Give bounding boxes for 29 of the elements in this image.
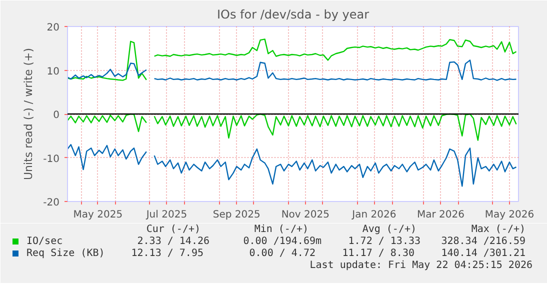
text: 11.17 / 8.30 [342, 248, 414, 259]
chart-title: IOs for /dev/sda - by year [216, 8, 370, 22]
y-tick-label: 20 [46, 22, 60, 34]
x-tick-label: Nov 2025 [281, 210, 330, 220]
text: 328.34 /216.59 [441, 236, 526, 247]
legend-label: IO/sec [26, 236, 63, 247]
legend-label: Req Size (KB) [26, 248, 105, 259]
text: 12.13 / 7.95 [131, 248, 204, 259]
text: 0.00 /194.69m [243, 236, 322, 247]
x-tick-label: May 2025 [73, 210, 123, 220]
text: Last update: Fri May 22 04:25:15 2026 [310, 260, 533, 271]
y-tick-label: 0 [53, 110, 60, 121]
text: 0.00 / 4.72 [249, 248, 316, 259]
text: 140.14 /301.21 [441, 248, 526, 259]
y-tick-label: -20 [43, 198, 60, 208]
x-tick-label: Jul 2025 [145, 210, 188, 220]
x-tick-label: Jan 2026 [351, 210, 396, 220]
x-tick-label: Sep 2025 [212, 210, 260, 220]
text: Min (-/+) [254, 224, 309, 235]
text: Avg (-/+) [362, 224, 417, 235]
y-tick-label: -10 [43, 154, 60, 165]
x-tick-label: May 2026 [484, 210, 534, 220]
y-axis-title: Units read (-) / write (+) [22, 48, 36, 180]
x-tick-label: Mar 2026 [416, 210, 464, 220]
text: 2.33 / 14.26 [137, 236, 210, 247]
text: Max (-/+) [471, 224, 526, 235]
y-tick-label: 10 [46, 66, 60, 78]
text: 1.72 / 13.33 [348, 236, 421, 247]
text: Cur (-/+) [146, 224, 201, 235]
